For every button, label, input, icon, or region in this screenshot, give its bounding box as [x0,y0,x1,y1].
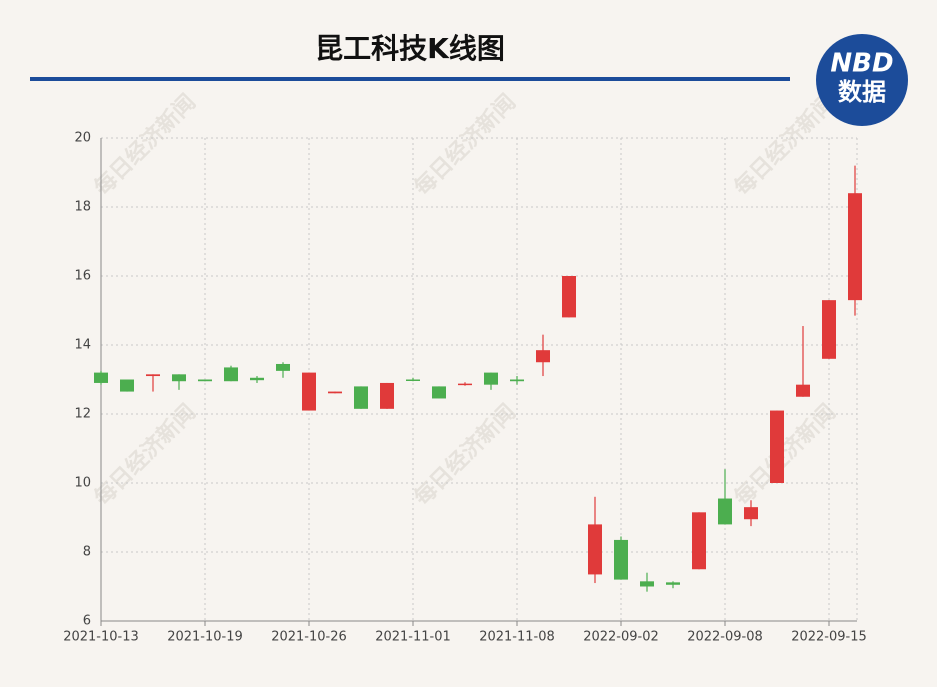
y-tick-label: 16 [74,269,91,284]
candle-body [198,379,212,382]
logo-text: 数据 [838,78,886,106]
x-tick-label: 2021-10-19 [167,630,243,645]
y-tick-label: 20 [74,131,91,146]
candle-body [458,383,472,386]
title-rule [30,77,790,81]
candle-body [432,386,446,399]
candle-body [614,539,628,580]
candle-body [848,193,862,301]
candle-body [380,382,394,409]
y-tick-label: 18 [74,200,91,215]
candle-body [354,386,368,409]
x-tick-label: 2022-09-02 [583,630,659,645]
candle-body [536,350,550,363]
y-tick-label: 14 [74,338,91,353]
x-tick-label: 2021-10-26 [271,630,347,645]
x-tick-label: 2022-09-08 [687,630,763,645]
x-tick-label: 2021-11-01 [375,630,451,645]
candle-body [224,367,238,382]
candle-body [172,374,186,382]
candle-body [744,507,758,520]
candle-body [796,384,810,397]
candle-body [328,391,342,394]
y-tick-label: 8 [83,545,91,560]
candle-body [770,410,784,483]
candle-body [276,363,290,371]
y-tick-label: 10 [74,476,91,491]
candle-body [666,582,680,585]
candle-body [146,374,160,377]
candle-body [406,379,420,381]
x-tick-label: 2021-10-13 [63,630,139,645]
chart-title: 昆工科技K线图 [315,32,505,65]
candle-body [718,498,732,525]
x-tick-label: 2021-11-08 [479,630,555,645]
x-tick-label: 2022-09-15 [791,630,867,645]
logo-text: NBD [830,49,893,79]
candle-body [250,377,264,381]
candle-body [588,524,602,575]
y-tick-label: 12 [74,407,91,422]
candle-body [692,512,706,570]
candle-body [484,372,498,385]
candle-body [510,379,524,382]
candle-body [562,276,576,318]
candle-body [302,372,316,411]
candle-body [94,372,108,383]
y-tick-label: 6 [83,614,91,629]
candle-body [640,581,654,587]
logo-badge [816,34,908,126]
candle-body [822,300,836,359]
candle-body [120,379,134,392]
